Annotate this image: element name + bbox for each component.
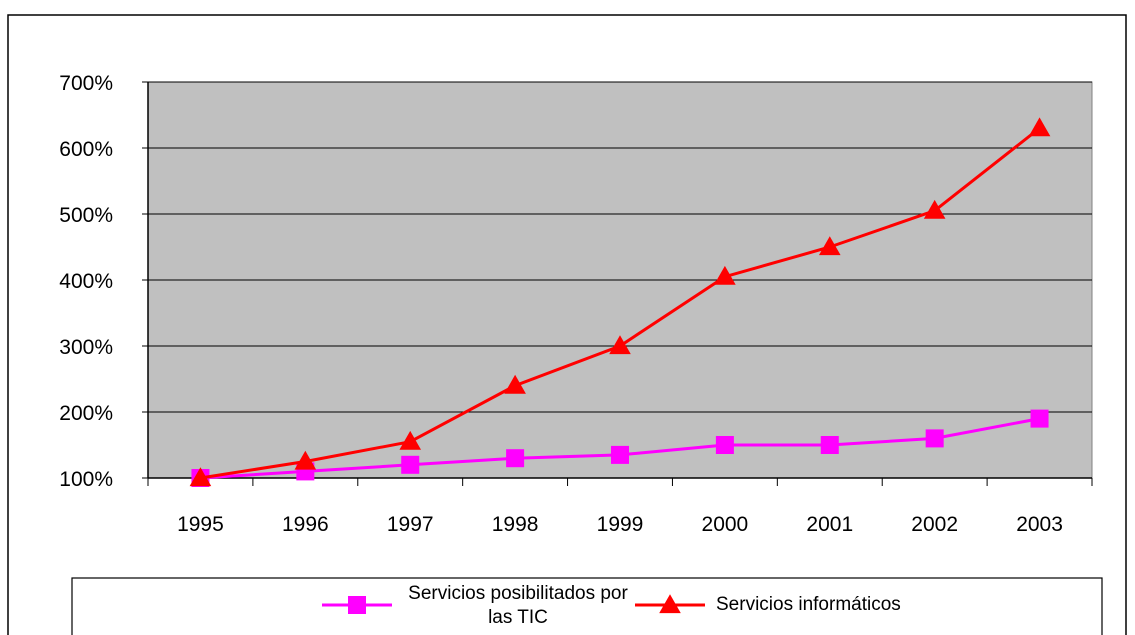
y-tick-label: 500% bbox=[59, 204, 113, 227]
data-point-series-2 bbox=[294, 450, 317, 470]
axes: 100% 200% 300% 400% 500% 600% 700% 1995 1996 1997… bbox=[59, 72, 1093, 536]
legend-marker-1 bbox=[348, 596, 366, 614]
y-tick-label: 600% bbox=[59, 138, 113, 161]
data-point-series-1 bbox=[715, 436, 734, 454]
data-point-series-1 bbox=[611, 445, 629, 464]
data-point-series-2 bbox=[818, 236, 841, 256]
data-point-series-2 bbox=[189, 467, 212, 487]
y-tick-label: 300% bbox=[59, 336, 113, 359]
data-point-series-2 bbox=[1028, 117, 1051, 137]
x-tick-label: 1996 bbox=[282, 513, 329, 536]
y-tick-label: 100% bbox=[59, 468, 113, 491]
legend-marker-2 bbox=[659, 594, 681, 614]
data-point-series-1 bbox=[401, 455, 420, 474]
x-tick-label: 1997 bbox=[387, 513, 434, 536]
legend: Servicios posibilitados por las TIC Servic… bbox=[71, 577, 1103, 635]
data-point-series-2 bbox=[714, 265, 736, 285]
legend-label-2: Servicios informáticos bbox=[716, 594, 901, 615]
x-tick-label: 2002 bbox=[911, 513, 958, 536]
legend-label-1: las TIC bbox=[488, 607, 548, 628]
x-tick-label: 2003 bbox=[1016, 513, 1063, 536]
y-tick-label: 400% bbox=[59, 270, 113, 293]
data-point-series-1 bbox=[1030, 409, 1049, 428]
data-point-series-2 bbox=[399, 430, 422, 450]
data-point-series-2 bbox=[609, 335, 631, 355]
data-point-series-2 bbox=[923, 199, 946, 219]
y-tick-label: 700% bbox=[59, 72, 113, 95]
data-point-series-1 bbox=[820, 436, 839, 454]
y-tick-label: 200% bbox=[59, 402, 113, 425]
data-point-series-2 bbox=[504, 374, 526, 394]
data-point-series-1 bbox=[925, 429, 944, 448]
plot-area bbox=[147, 81, 1093, 479]
x-tick-label: 2001 bbox=[806, 513, 853, 536]
x-tick-label: 2000 bbox=[702, 513, 749, 536]
x-tick-label: 1998 bbox=[492, 513, 539, 536]
legend-box bbox=[71, 577, 1103, 635]
legend-label-1: Servicios posibilitados por bbox=[408, 583, 628, 604]
data-point-series-1 bbox=[506, 449, 525, 468]
x-tick-label: 1995 bbox=[177, 513, 224, 536]
series bbox=[189, 117, 1051, 487]
x-tick-label: 1999 bbox=[597, 513, 644, 536]
